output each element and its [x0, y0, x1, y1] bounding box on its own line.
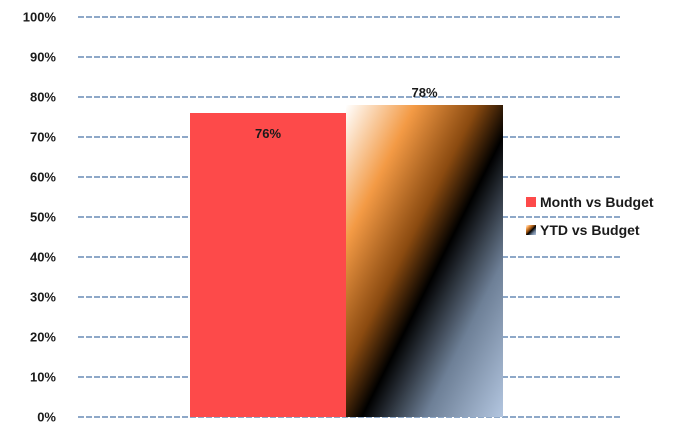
y-tick-label: 100% — [23, 10, 57, 25]
y-tick-label: 0% — [37, 410, 56, 425]
y-tick-label: 70% — [30, 130, 56, 145]
data-label: 76% — [255, 126, 281, 141]
data-label: 78% — [411, 85, 437, 100]
y-tick-label: 90% — [30, 50, 56, 65]
legend-swatch — [526, 225, 536, 235]
data-labels: 76% 78% — [255, 85, 438, 141]
legend-item: YTD vs Budget — [526, 222, 640, 238]
y-tick-label: 20% — [30, 330, 56, 345]
y-tick-label: 60% — [30, 170, 56, 185]
legend-swatch — [526, 197, 536, 207]
y-tick-label: 80% — [30, 90, 56, 105]
legend: Month vs Budget YTD vs Budget — [526, 194, 654, 238]
y-tick-label: 30% — [30, 290, 56, 305]
legend-label: Month vs Budget — [540, 194, 654, 210]
y-tick-label: 50% — [30, 210, 56, 225]
bar-ytd-vs-budget — [346, 105, 503, 417]
legend-label: YTD vs Budget — [540, 222, 640, 238]
legend-item: Month vs Budget — [526, 194, 654, 210]
bar-month-vs-budget — [190, 113, 346, 417]
y-axis-tick-labels: 0% 10% 20% 30% 40% 50% 60% 70% 80% 90% 100% — [23, 10, 57, 425]
bars — [190, 105, 503, 417]
y-tick-label: 40% — [30, 250, 56, 265]
y-tick-label: 10% — [30, 370, 56, 385]
